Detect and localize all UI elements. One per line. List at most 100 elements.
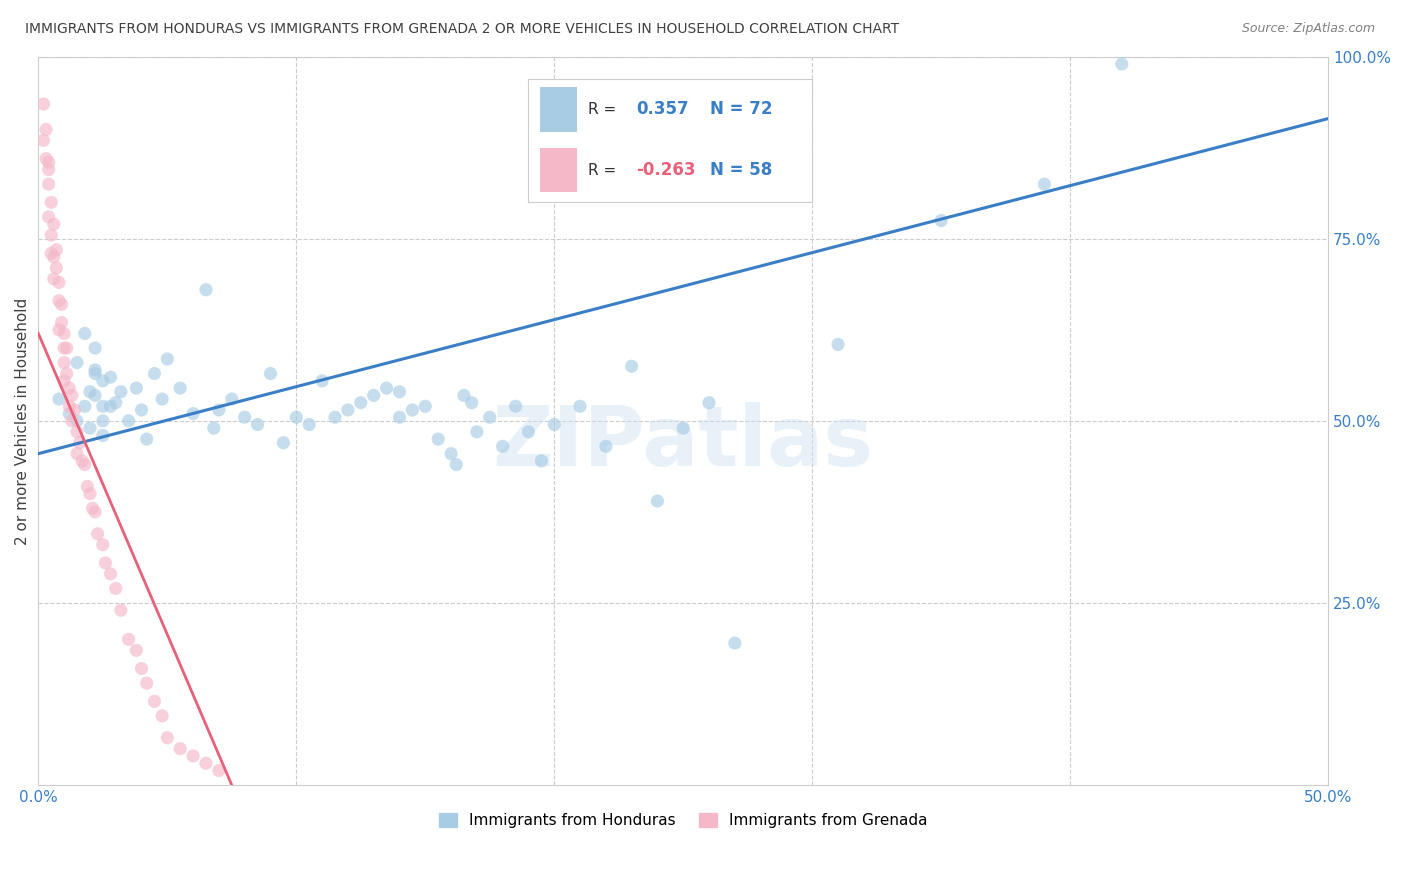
Point <box>53 374 76 388</box>
Point <box>38 155 60 169</box>
Point <box>150 709 173 723</box>
Point <box>233 410 256 425</box>
Point <box>208 403 231 417</box>
Point <box>55 341 77 355</box>
Point <box>131 661 153 675</box>
Point <box>401 403 423 417</box>
Point <box>100 370 122 384</box>
Point <box>202 421 225 435</box>
Point <box>517 425 540 439</box>
Point <box>143 694 166 708</box>
Point <box>35 152 58 166</box>
Point <box>724 636 747 650</box>
Point <box>298 417 321 432</box>
Point <box>363 388 385 402</box>
Point <box>427 432 450 446</box>
Point <box>73 326 96 341</box>
Point <box>413 400 436 414</box>
Point <box>375 381 398 395</box>
Point <box>70 454 93 468</box>
Point <box>69 435 91 450</box>
Point <box>79 384 101 399</box>
Point <box>60 388 83 402</box>
Point <box>125 381 148 395</box>
Point <box>195 283 218 297</box>
Point <box>66 356 89 370</box>
Point <box>55 367 77 381</box>
Point <box>58 400 80 414</box>
Point <box>79 487 101 501</box>
Point <box>929 213 952 227</box>
Point <box>131 403 153 417</box>
Point <box>32 133 55 147</box>
Point <box>39 228 62 243</box>
Point <box>53 356 76 370</box>
Point <box>32 97 55 112</box>
Point <box>259 367 281 381</box>
Point <box>246 417 269 432</box>
Point <box>94 556 117 570</box>
Point <box>221 392 243 406</box>
Point <box>311 374 333 388</box>
Point <box>48 276 70 290</box>
Point <box>117 414 139 428</box>
Point <box>492 439 515 453</box>
Point <box>91 400 114 414</box>
Point <box>110 603 132 617</box>
Point <box>79 421 101 435</box>
Point <box>143 367 166 381</box>
Point <box>453 388 475 402</box>
Point <box>38 162 60 177</box>
Point <box>38 177 60 191</box>
Point <box>595 439 617 453</box>
Point <box>38 210 60 224</box>
Point <box>48 392 70 406</box>
Point <box>84 367 107 381</box>
Point <box>620 359 643 374</box>
Point <box>273 435 295 450</box>
Point <box>91 414 114 428</box>
Point <box>543 417 565 432</box>
Point <box>336 403 359 417</box>
Point <box>42 250 65 264</box>
Point <box>440 447 463 461</box>
Point <box>84 341 107 355</box>
Point <box>285 410 308 425</box>
Legend: Immigrants from Honduras, Immigrants from Grenada: Immigrants from Honduras, Immigrants fro… <box>432 805 935 836</box>
Point <box>60 414 83 428</box>
Point <box>91 538 114 552</box>
Point <box>647 494 669 508</box>
Point <box>150 392 173 406</box>
Point <box>478 410 501 425</box>
Point <box>135 432 157 446</box>
Point <box>39 246 62 260</box>
Point <box>505 400 527 414</box>
Point <box>91 428 114 442</box>
Point <box>86 526 108 541</box>
Text: ZIPatlas: ZIPatlas <box>492 402 873 483</box>
Point <box>156 351 179 366</box>
Point <box>104 395 127 409</box>
Point <box>156 731 179 745</box>
Point <box>460 395 482 409</box>
Point <box>1033 177 1056 191</box>
Text: IMMIGRANTS FROM HONDURAS VS IMMIGRANTS FROM GRENADA 2 OR MORE VEHICLES IN HOUSEH: IMMIGRANTS FROM HONDURAS VS IMMIGRANTS F… <box>25 22 900 37</box>
Point <box>388 410 411 425</box>
Point <box>444 458 467 472</box>
Point <box>53 326 76 341</box>
Point <box>530 454 553 468</box>
Point <box>42 217 65 231</box>
Point <box>181 748 204 763</box>
Point <box>84 363 107 377</box>
Point <box>91 374 114 388</box>
Text: Source: ZipAtlas.com: Source: ZipAtlas.com <box>1241 22 1375 36</box>
Point <box>465 425 488 439</box>
Point <box>104 582 127 596</box>
Point <box>73 400 96 414</box>
Point <box>48 293 70 308</box>
Point <box>84 388 107 402</box>
Point <box>66 447 89 461</box>
Point <box>35 122 58 136</box>
Point <box>42 272 65 286</box>
Point <box>51 316 73 330</box>
